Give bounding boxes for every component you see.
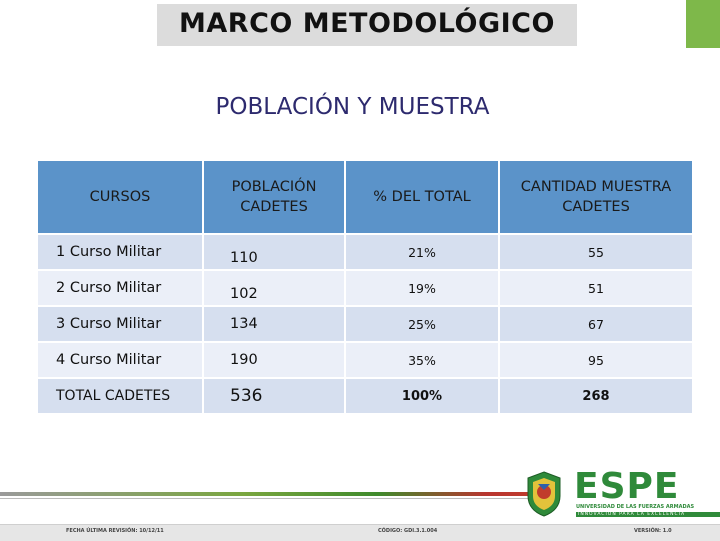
cell-poblacion: 110	[204, 235, 346, 271]
table-row: 2 Curso Militar 102 19% 51	[38, 271, 694, 307]
corner-accent	[686, 0, 720, 48]
cell-total-label: TOTAL CADETES	[38, 379, 204, 415]
section-subtitle: POBLACIÓN Y MUESTRA	[215, 94, 490, 120]
footer-bar	[0, 524, 720, 541]
cell-muestra: 95	[500, 343, 694, 379]
page-title: MARCO METODOLÓGICO	[179, 8, 555, 39]
cell-poblacion: 134	[204, 307, 346, 343]
espe-logo-text: ESPE	[574, 466, 680, 507]
table-row: 4 Curso Militar 190 35% 95	[38, 343, 694, 379]
population-table: CURSOS POBLACIÓN CADETES % DEL TOTAL CAN…	[38, 161, 694, 415]
cell-muestra: 55	[500, 235, 694, 271]
cell-porcentaje: 21%	[346, 235, 500, 271]
cell-muestra: 51	[500, 271, 694, 307]
cell-porcentaje: 19%	[346, 271, 500, 307]
cell-poblacion: 190	[204, 343, 346, 379]
university-name: UNIVERSIDAD DE LAS FUERZAS ARMADAS	[576, 504, 695, 510]
cell-total-poblacion: 536	[204, 379, 346, 415]
cell-curso: 2 Curso Militar	[38, 271, 204, 307]
footer-version: VERSIÓN: 1.0	[634, 528, 672, 534]
cell-porcentaje: 35%	[346, 343, 500, 379]
table-total-row: TOTAL CADETES 536 100% 268	[38, 379, 694, 415]
cell-curso: 1 Curso Militar	[38, 235, 204, 271]
header-muestra: CANTIDAD MUESTRA CADETES	[500, 161, 694, 235]
header-poblacion: POBLACIÓN CADETES	[204, 161, 346, 235]
cell-curso: 4 Curso Militar	[38, 343, 204, 379]
cell-poblacion-value: 110	[230, 250, 258, 266]
cell-porcentaje: 25%	[346, 307, 500, 343]
header-porcentaje: % DEL TOTAL	[346, 161, 500, 235]
cell-curso: 3 Curso Militar	[38, 307, 204, 343]
table-row: 3 Curso Militar 134 25% 67	[38, 307, 694, 343]
footer-revision-date: FECHA ÚLTIMA REVISIÓN: 10/12/11	[66, 528, 164, 534]
footer-divider	[0, 498, 540, 499]
cell-total-muestra: 268	[500, 379, 694, 415]
cell-poblacion-value: 102	[230, 286, 258, 302]
footer-stripe	[0, 492, 540, 496]
footer-code: CÓDIGO: GDI.3.1.004	[378, 528, 438, 534]
cell-total-porcentaje: 100%	[346, 379, 500, 415]
university-motto: INNOVACIÓN PARA LA EXCELENCIA	[576, 512, 720, 517]
cell-muestra: 67	[500, 307, 694, 343]
title-background	[157, 4, 577, 46]
table-row: 1 Curso Militar 110 21% 55	[38, 235, 694, 271]
header-cursos: CURSOS	[38, 161, 204, 235]
crest-icon	[527, 471, 561, 517]
cell-poblacion: 102	[204, 271, 346, 307]
table-header-row: CURSOS POBLACIÓN CADETES % DEL TOTAL CAN…	[38, 161, 694, 235]
